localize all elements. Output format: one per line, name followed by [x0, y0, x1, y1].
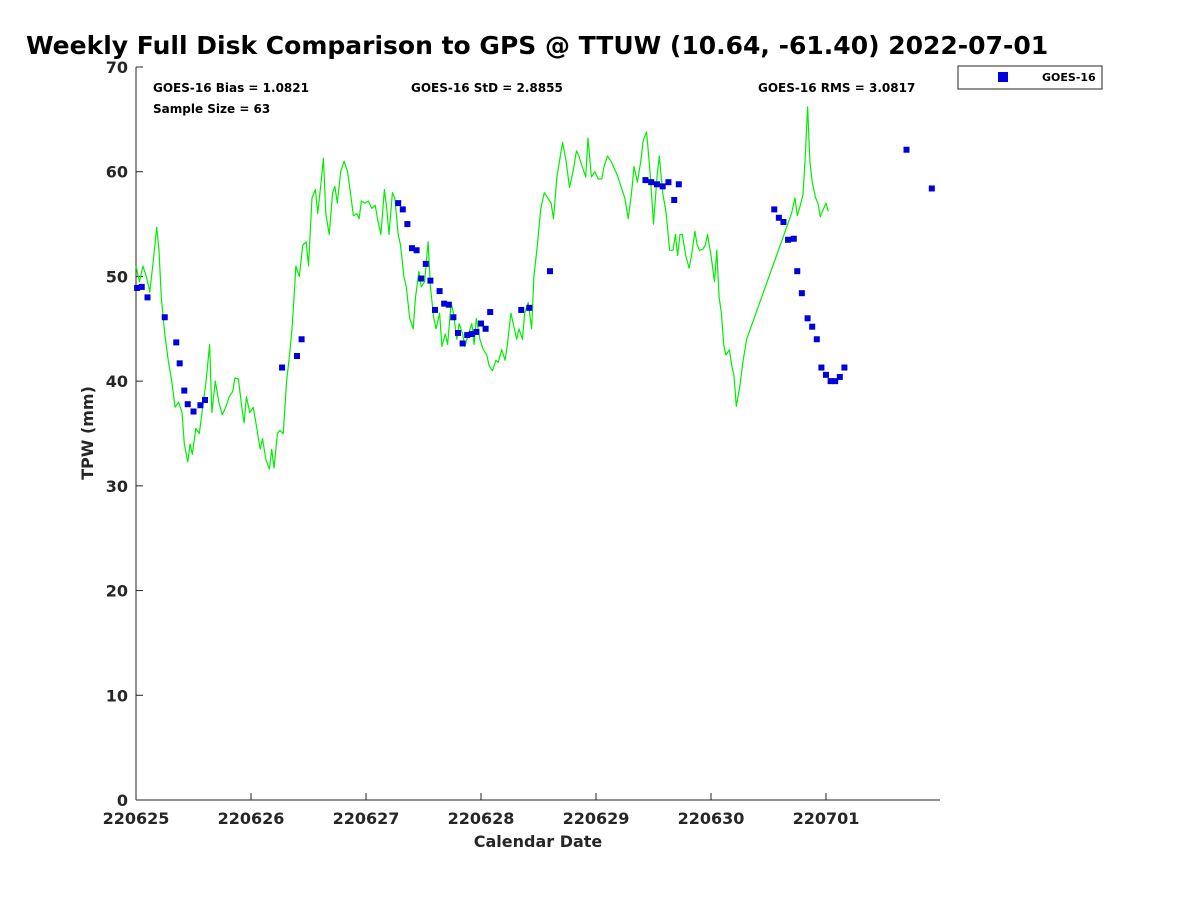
goes16-point [181, 387, 188, 394]
goes16-point [409, 245, 415, 252]
goes16-point [144, 294, 151, 301]
goes16-point [665, 179, 672, 186]
goes16-point [518, 306, 525, 313]
goes16-point [832, 378, 839, 385]
goes16-point [813, 336, 820, 343]
goes16-point [903, 146, 910, 153]
goes16-point [418, 275, 425, 282]
goes16-point [427, 277, 434, 284]
goes16-point [785, 236, 792, 243]
goes16-point [184, 401, 191, 408]
goes16-point [659, 183, 666, 190]
goes16-point [450, 314, 457, 321]
goes16-point [441, 300, 448, 307]
goes16-point [445, 301, 452, 308]
goes16-point [202, 396, 208, 403]
y-tick-label: 10 [106, 686, 128, 705]
goes16-point [836, 373, 843, 380]
stat-rms: GOES-16 RMS = 3.0817 [758, 81, 915, 95]
x-tick-label: 220627 [333, 809, 400, 828]
goes16-point [818, 364, 825, 371]
stat-sample-size: Sample Size = 63 [153, 102, 270, 116]
stat-std: GOES-16 StD = 2.8855 [411, 81, 563, 95]
goes16-point [294, 353, 300, 360]
x-tick-label: 220629 [563, 809, 630, 828]
x-tick-label: 220625 [103, 809, 170, 828]
goes16-point [413, 247, 420, 254]
goes16-point [809, 323, 816, 330]
goes16-point [436, 288, 443, 295]
stat-bias: GOES-16 Bias = 1.0821 [153, 81, 309, 95]
y-tick-label: 50 [106, 267, 128, 286]
goes16-point [780, 218, 787, 225]
goes16-point [134, 284, 141, 291]
legend-box [957, 65, 1103, 90]
gps-series [135, 106, 829, 470]
x-axis-label: Calendar Date [474, 832, 603, 851]
x-tick-label: 220630 [678, 809, 745, 828]
goes16-point [771, 206, 778, 213]
goes16-point [455, 329, 461, 336]
goes16-point [176, 360, 183, 367]
goes16-point [804, 315, 811, 322]
plot-area [135, 67, 940, 801]
y-tick-label: 0 [117, 791, 128, 810]
goes16-point [775, 214, 782, 221]
goes16-point [298, 336, 305, 343]
goes16-point [464, 332, 471, 339]
goes16-point [399, 206, 406, 213]
y-axis-ticks: 0 10 20 30 40 50 60 70 [106, 58, 143, 810]
goes16-point [395, 200, 402, 207]
goes16-point [197, 402, 204, 409]
x-tick-label: 220628 [448, 809, 515, 828]
goes16-point [279, 364, 286, 371]
goes16-point [827, 378, 834, 385]
legend-label: GOES-16 [1042, 71, 1096, 84]
goes16-point [459, 340, 466, 347]
goes16-point [190, 408, 197, 415]
goes16-point [653, 181, 660, 188]
goes16-point [642, 177, 649, 184]
goes16-point [422, 260, 429, 267]
y-tick-label: 20 [106, 582, 128, 601]
goes16-point [928, 185, 935, 192]
goes16-point [468, 331, 475, 338]
y-tick-label: 60 [106, 163, 128, 182]
x-tick-label: 220701 [793, 809, 860, 828]
legend-marker-icon [998, 72, 1008, 82]
goes16-point [648, 179, 655, 186]
goes16-point [675, 181, 682, 188]
y-tick-label: 30 [106, 477, 128, 496]
goes16-point [487, 309, 494, 316]
goes16-series [134, 146, 935, 415]
goes16-point [841, 364, 848, 371]
goes16-point [790, 235, 797, 242]
goes16-point [798, 290, 805, 297]
goes16-point [482, 325, 489, 332]
x-tick-label: 220626 [218, 809, 285, 828]
x-axis-ticks: 220625 220626 220627 220628 220629 220630 2207… [103, 793, 860, 828]
chart-title: Weekly Full Disk Comparison to GPS @ TTU… [26, 31, 1048, 60]
goes16-point [671, 196, 678, 203]
goes16-point [823, 371, 829, 378]
y-axis-label: TPW (mm) [78, 386, 97, 480]
y-tick-label: 40 [106, 372, 128, 391]
goes16-point [432, 306, 438, 313]
goes16-point [547, 268, 553, 275]
goes16-point [478, 320, 484, 327]
goes16-point [173, 339, 180, 346]
goes16-point [794, 268, 801, 275]
goes16-point [473, 328, 480, 335]
goes16-point [161, 314, 168, 321]
goes16-point [404, 221, 411, 228]
y-tick-label: 70 [106, 58, 128, 77]
goes16-point [526, 304, 533, 311]
goes16-point [138, 283, 145, 290]
gps-line [135, 106, 829, 470]
legend: GOES-16 [957, 65, 1103, 90]
